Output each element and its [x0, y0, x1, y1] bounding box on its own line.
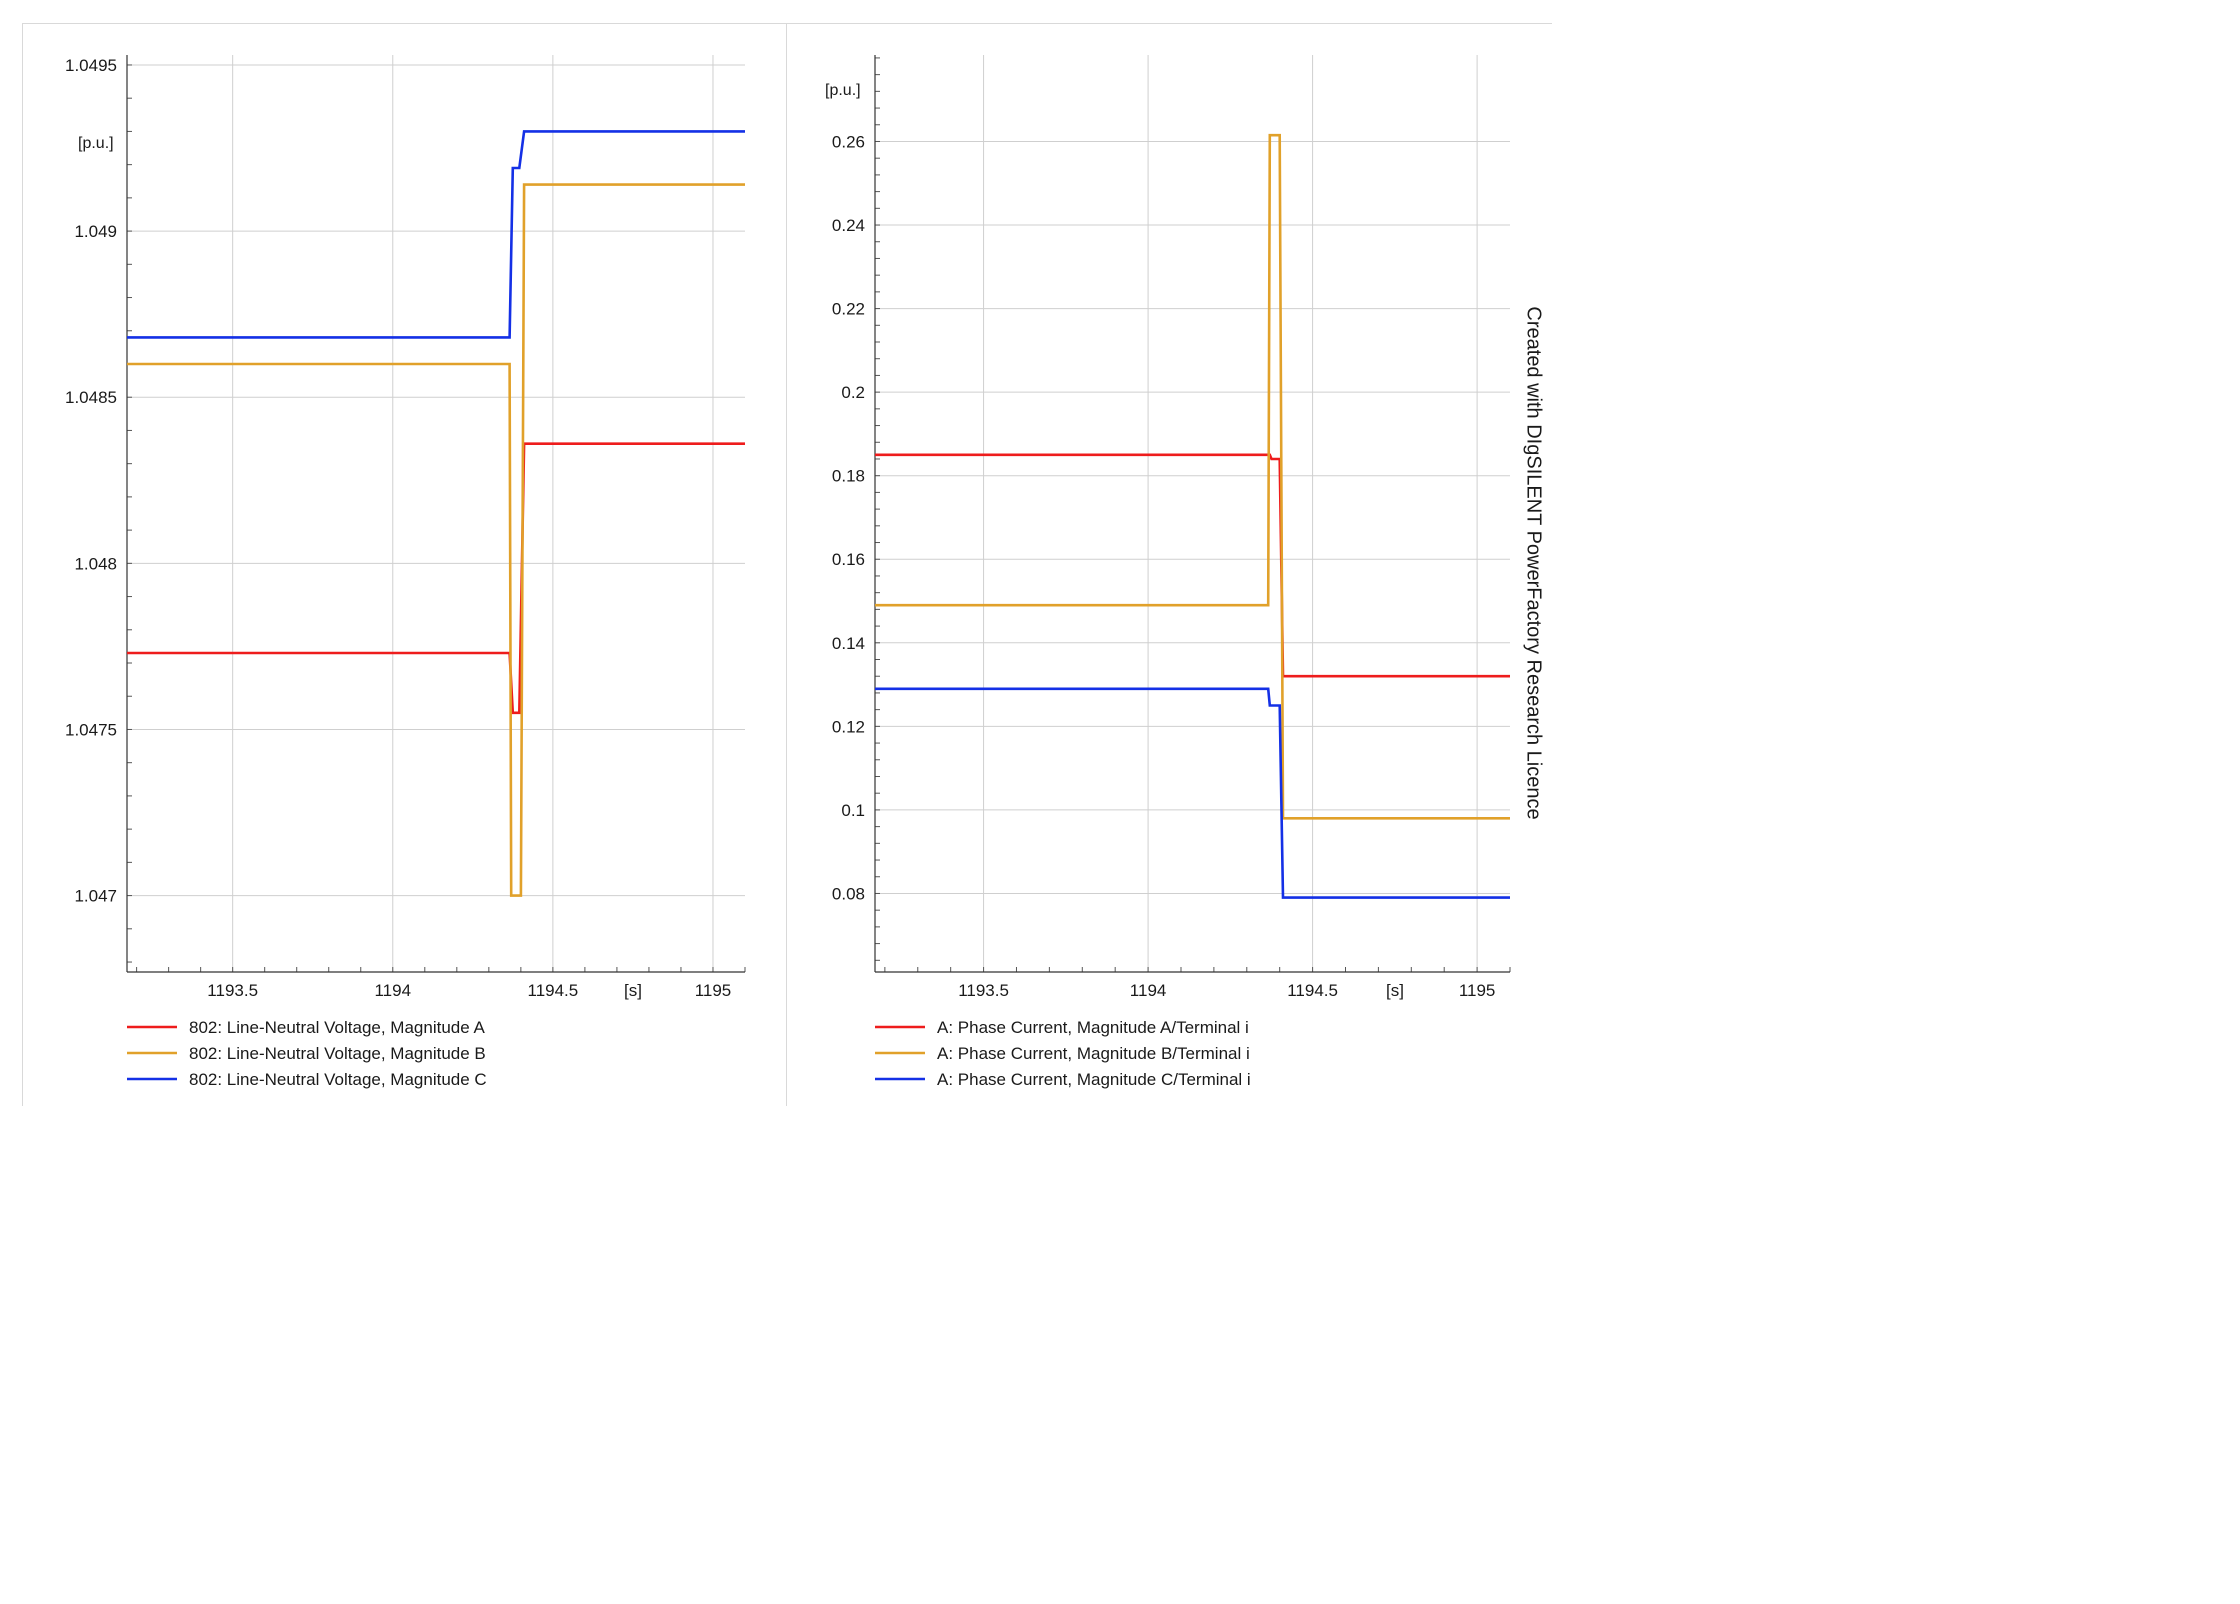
legend-label: 802: Line-Neutral Voltage, Magnitude A: [189, 1018, 485, 1037]
y-tick-label: 1.0475: [65, 720, 117, 739]
y-tick-label: 0.12: [832, 717, 865, 736]
y-tick-label: 0.16: [832, 550, 865, 569]
y-tick-label: 0.1: [841, 801, 865, 820]
x-unit-label: [s]: [624, 981, 642, 1000]
legend-label: A: Phase Current, Magnitude A/Terminal i: [937, 1018, 1249, 1037]
x-unit-label: [s]: [1386, 981, 1404, 1000]
series-line: [127, 183, 745, 897]
x-tick-label: 1194.5: [1287, 981, 1338, 1000]
x-tick-label: 1195: [1459, 981, 1496, 1000]
y-tick-label: 0.26: [832, 132, 865, 151]
x-tick-label: 1193.5: [207, 981, 258, 1000]
y-tick-label: 1.048: [74, 554, 117, 573]
series-line: [875, 133, 1510, 820]
legend-label: A: Phase Current, Magnitude C/Terminal i: [937, 1070, 1251, 1089]
y-tick-label: 0.14: [832, 634, 865, 653]
x-tick-label: 1194: [1130, 981, 1167, 1000]
series-line: [875, 687, 1510, 899]
y-tick-label: 1.049: [74, 222, 117, 241]
series-line: [127, 442, 745, 715]
x-tick-label: 1195: [695, 981, 732, 1000]
x-tick-label: 1193.5: [958, 981, 1009, 1000]
legend-label: 802: Line-Neutral Voltage, Magnitude B: [189, 1044, 486, 1063]
frame-left-border: [22, 23, 23, 1106]
y-unit-label: [p.u.]: [825, 82, 861, 99]
frame-divider: [786, 23, 787, 1106]
x-tick-label: 1194: [374, 981, 411, 1000]
y-tick-label: 0.2: [841, 383, 865, 402]
legend-label: A: Phase Current, Magnitude B/Terminal i: [937, 1044, 1250, 1063]
x-tick-label: 1194.5: [528, 981, 579, 1000]
y-tick-label: 0.08: [832, 884, 865, 903]
series-line: [127, 130, 745, 339]
y-tick-label: 0.24: [832, 216, 865, 235]
legend-label: 802: Line-Neutral Voltage, Magnitude C: [189, 1070, 487, 1089]
plots-canvas: 1.047 1.0475 1.048 1.0485 1.049 1.0495 1193.5 1…: [65, 55, 1511, 1089]
y-tick-label: 1.0485: [65, 388, 117, 407]
y-unit-label: [p.u.]: [78, 135, 114, 152]
current-plot: 0.08 0.1 0.12 0.14 0.16 0.18 0.2 0.22 0.24 0.26 11…: [825, 55, 1511, 1089]
y-tick-label: 0.22: [832, 300, 865, 319]
series-line: [875, 453, 1510, 678]
watermark-text: Created with DIgSILENT PowerFactory Rese…: [1522, 306, 1545, 820]
frame-top-border: [22, 23, 1552, 24]
y-tick-label: 0.18: [832, 467, 865, 486]
voltage-plot: 1.047 1.0475 1.048 1.0485 1.049 1.0495 1193.5 1…: [65, 55, 746, 1089]
y-tick-label: 1.047: [74, 887, 117, 906]
y-tick-label: 1.0495: [65, 56, 117, 75]
